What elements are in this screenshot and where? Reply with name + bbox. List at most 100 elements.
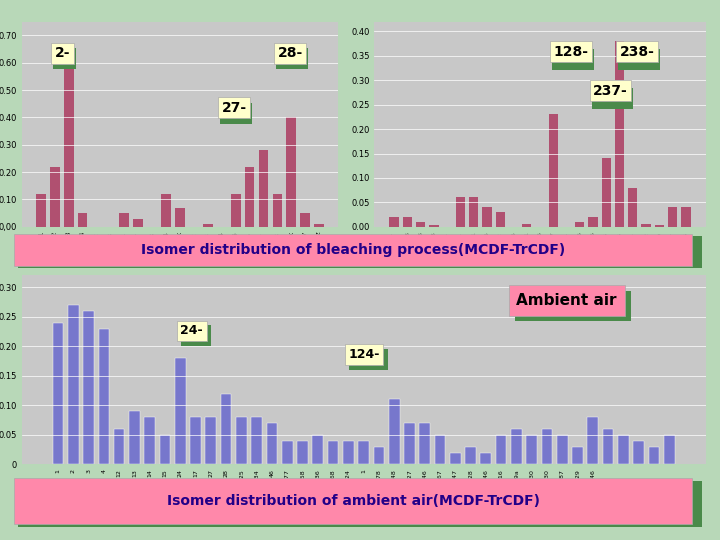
Bar — [557, 435, 567, 464]
Bar — [287, 117, 296, 227]
Bar — [203, 224, 212, 227]
FancyBboxPatch shape — [18, 236, 702, 268]
Text: 28-: 28- — [279, 52, 305, 66]
Bar — [456, 198, 465, 227]
Text: 28-: 28- — [277, 46, 302, 60]
Bar — [450, 453, 461, 464]
Bar — [231, 194, 240, 227]
Bar — [53, 322, 63, 464]
Text: 124-: 124- — [348, 348, 379, 361]
Bar — [618, 435, 629, 464]
Text: 27-: 27- — [222, 101, 247, 115]
FancyBboxPatch shape — [14, 234, 692, 266]
Text: 237-: 237- — [595, 91, 630, 105]
Bar — [649, 447, 660, 464]
Bar — [64, 49, 73, 227]
Bar — [99, 328, 109, 464]
Text: Isomer distribution of bleaching process(MCDF-TrCDF): Isomer distribution of bleaching process… — [141, 244, 565, 258]
Bar — [343, 441, 354, 464]
Bar — [297, 441, 308, 464]
Bar — [120, 213, 129, 227]
Text: 128-: 128- — [553, 45, 588, 59]
Bar — [526, 435, 537, 464]
Bar — [629, 188, 637, 227]
Text: 2-: 2- — [55, 46, 71, 60]
Bar — [511, 429, 522, 464]
Bar — [404, 423, 415, 464]
Bar — [588, 417, 598, 464]
FancyBboxPatch shape — [14, 478, 692, 524]
Bar — [541, 429, 552, 464]
Bar — [190, 417, 201, 464]
Bar — [435, 435, 446, 464]
Bar — [572, 447, 583, 464]
Bar — [266, 423, 277, 464]
Text: 124-: 124- — [353, 353, 384, 366]
Bar — [429, 225, 438, 227]
Text: 27-: 27- — [224, 106, 249, 120]
Bar — [482, 207, 492, 227]
Bar — [236, 417, 247, 464]
Bar — [522, 224, 531, 227]
Bar — [390, 217, 399, 227]
Bar — [495, 212, 505, 227]
Text: 24-: 24- — [180, 325, 203, 338]
Bar — [603, 429, 613, 464]
Bar — [575, 222, 585, 227]
Bar — [36, 194, 46, 227]
Bar — [114, 429, 125, 464]
Bar — [668, 207, 678, 227]
Bar — [314, 224, 324, 227]
Text: Ambient air: Ambient air — [523, 299, 623, 314]
Bar — [129, 411, 140, 464]
Bar — [419, 423, 430, 464]
Bar — [328, 441, 338, 464]
Text: 238-: 238- — [621, 52, 657, 66]
Text: 2-: 2- — [57, 52, 73, 66]
Bar — [634, 441, 644, 464]
Bar — [50, 167, 60, 227]
Bar — [282, 441, 292, 464]
Bar — [245, 167, 254, 227]
Bar — [175, 358, 186, 464]
Bar — [68, 305, 78, 464]
Bar — [588, 217, 598, 227]
Bar — [175, 208, 185, 227]
Bar — [221, 394, 231, 464]
Bar — [549, 114, 558, 227]
Text: Ambient air: Ambient air — [516, 293, 617, 308]
Bar — [480, 453, 491, 464]
Bar — [402, 217, 412, 227]
Bar — [374, 447, 384, 464]
Bar — [312, 435, 323, 464]
Bar — [160, 435, 171, 464]
Bar — [465, 447, 476, 464]
Bar — [664, 435, 675, 464]
Bar — [251, 417, 262, 464]
Bar — [602, 158, 611, 227]
Bar — [78, 213, 87, 227]
Bar — [496, 435, 506, 464]
Text: Isomer distribution of ambient air(MCDF-TrCDF): Isomer distribution of ambient air(MCDF-… — [166, 494, 539, 508]
Bar — [642, 224, 651, 227]
Text: 128-: 128- — [555, 52, 590, 66]
Bar — [273, 194, 282, 227]
Bar — [84, 311, 94, 464]
Bar — [205, 417, 216, 464]
Text: 238-: 238- — [620, 45, 654, 59]
Bar — [300, 213, 310, 227]
Bar — [416, 222, 426, 227]
Bar — [389, 400, 400, 464]
Text: 24-: 24- — [185, 329, 207, 342]
Bar — [681, 207, 690, 227]
Bar — [258, 150, 269, 227]
Bar — [144, 417, 155, 464]
Bar — [359, 441, 369, 464]
Bar — [654, 225, 664, 227]
Text: 237-: 237- — [593, 84, 628, 98]
Bar — [133, 219, 143, 227]
FancyBboxPatch shape — [18, 481, 702, 526]
Bar — [469, 198, 478, 227]
Bar — [161, 194, 171, 227]
Bar — [615, 41, 624, 227]
